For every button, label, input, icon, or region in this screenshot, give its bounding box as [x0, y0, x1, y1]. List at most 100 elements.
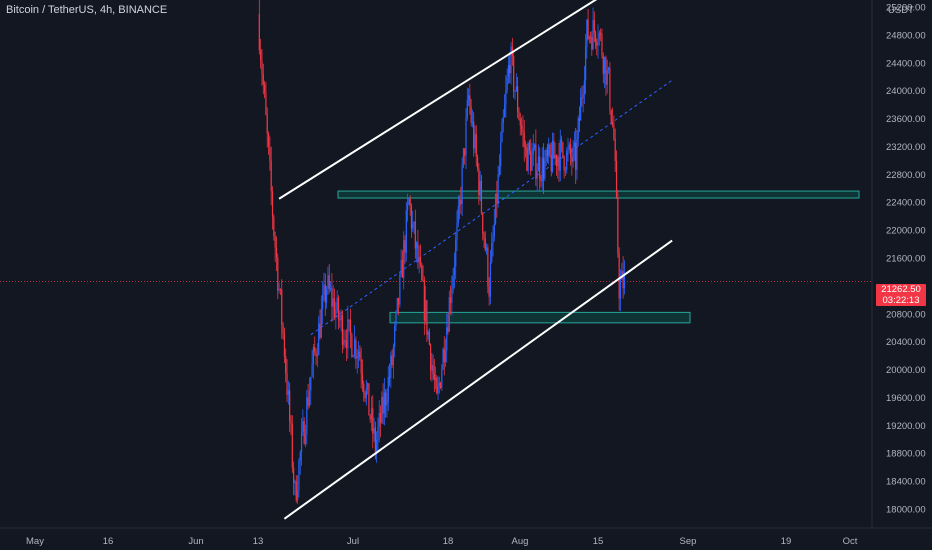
candle-body-9-1 [394, 326, 396, 348]
candle-body-12-7 [446, 327, 448, 351]
candle-body-3-1 [296, 490, 299, 501]
candle-body-1-0 [274, 236, 276, 248]
candle-body-26-1 [610, 109, 612, 123]
price-axis-label-7: 22400.00 [886, 198, 926, 209]
candle-body-19-2 [513, 56, 515, 92]
candle-body-16-6 [487, 247, 489, 287]
candle-body-10-0 [409, 198, 411, 207]
candle-body-18-2 [502, 117, 504, 124]
candle-body-17-6 [497, 174, 499, 204]
candle-body-5-11 [341, 314, 344, 345]
candle-body-4-4 [316, 354, 318, 357]
candle-body-1-2 [277, 257, 279, 291]
candle-body-12-6 [444, 350, 447, 363]
candle-body-27-3 [618, 253, 620, 299]
candle-body-9-10 [405, 210, 407, 253]
candle-body-23-5 [582, 93, 584, 99]
candle-body-6-2 [345, 340, 348, 349]
candle-body-0-1 [260, 50, 262, 61]
sr-zone-0 [337, 190, 860, 199]
candle-body-10-1 [410, 206, 413, 229]
candle-body-7-2 [361, 373, 364, 384]
candle-body-11-0 [426, 300, 428, 335]
candle-body-24-3 [591, 37, 593, 50]
candle-body-10-4 [414, 221, 416, 249]
candle-body-3-5 [302, 421, 304, 432]
price-axis-label-11: 20400.00 [886, 337, 926, 348]
candle-body-7-6 [367, 383, 369, 389]
candle-body-21-3 [546, 150, 549, 156]
time-axis-label-3: 13 [253, 536, 264, 547]
last-price-value: 21262.50 [881, 284, 921, 295]
candle-body-9-7 [401, 260, 404, 278]
candle-body-8-4 [381, 396, 383, 423]
candle-body-21-5 [549, 144, 551, 156]
candle-body-26-0 [609, 67, 611, 110]
candle-body-16-5 [485, 247, 488, 251]
candle-body-20-4 [531, 154, 533, 171]
candle-body-14-2 [461, 164, 463, 204]
candle-body-13-7 [457, 206, 459, 223]
candle-body-4-8 [322, 294, 324, 310]
candle-body-9-0 [392, 347, 395, 365]
candle-body-20-8 [536, 171, 538, 179]
candle-body-17-1 [491, 242, 493, 262]
candle-body-5-8 [337, 297, 340, 320]
candle-body-21-1 [544, 160, 546, 179]
price-axis-label-0: 25200.00 [886, 3, 926, 14]
candle-body-25-7 [607, 67, 610, 71]
price-axis-label-14: 19200.00 [886, 421, 926, 432]
candle-body-24-0 [587, 19, 589, 40]
candle-body-19-5 [517, 86, 519, 112]
time-axis-label-6: Aug [512, 536, 529, 547]
candle-body-4-6 [319, 323, 321, 338]
candle-body-23-2 [578, 118, 581, 121]
candle-body-16-0 [479, 180, 481, 196]
candle-body-5-1 [328, 275, 330, 289]
candle-body-10-6 [417, 242, 419, 263]
candle-body-2-6 [293, 467, 295, 483]
candle-body-28-3 [623, 272, 626, 289]
candle-body-19-4 [515, 86, 517, 91]
candle-body-21-11 [557, 156, 559, 167]
candle-body-20-9 [537, 156, 540, 172]
price-axis-label-15: 18800.00 [886, 449, 926, 460]
candle-body-18-7 [509, 65, 511, 74]
candle-body-12-0 [437, 386, 439, 394]
candle-body-12-3 [441, 369, 443, 388]
candle-body-9-4 [397, 297, 400, 305]
candle-body-21-8 [553, 140, 555, 159]
candle-body-7-11 [373, 427, 375, 434]
candle-body-14-0 [458, 199, 461, 207]
candle-body-17-3 [493, 223, 495, 237]
candle-body-10-11 [423, 280, 425, 321]
candle-body-14-5 [465, 117, 467, 156]
candle-body-9-2 [395, 311, 397, 327]
candle-body-8-6 [383, 392, 385, 414]
candle-body-7-9 [370, 408, 373, 420]
candle-body-5-7 [336, 297, 338, 311]
candle-body-3-10 [308, 390, 311, 406]
candle-body-24-5 [593, 20, 595, 33]
candle-body-20-1 [527, 143, 529, 171]
candle-body-7-5 [365, 388, 367, 399]
candle-body-22-3 [563, 156, 565, 171]
candle-body-9-5 [399, 274, 401, 305]
candle-body-7-1 [360, 359, 362, 374]
candle-body-1-7 [283, 333, 285, 357]
candle-body-21-9 [554, 155, 556, 159]
candle-body-20-3 [530, 150, 532, 171]
candle-body-4-10 [324, 284, 326, 303]
price-axis-label-17: 18000.00 [886, 505, 926, 516]
candle-body-25-1 [600, 32, 602, 35]
candle-body-21-0 [542, 157, 545, 179]
time-axis-label-10: Oct [843, 536, 858, 547]
candle-body-12-5 [443, 348, 445, 363]
candle-body-13-0 [448, 297, 450, 332]
last-price-tag: 21262.50 03:22:13 [876, 284, 926, 306]
candle-body-12-2 [439, 382, 442, 388]
candle-body-14-1 [460, 199, 462, 204]
candle-body-11-7 [434, 377, 437, 381]
